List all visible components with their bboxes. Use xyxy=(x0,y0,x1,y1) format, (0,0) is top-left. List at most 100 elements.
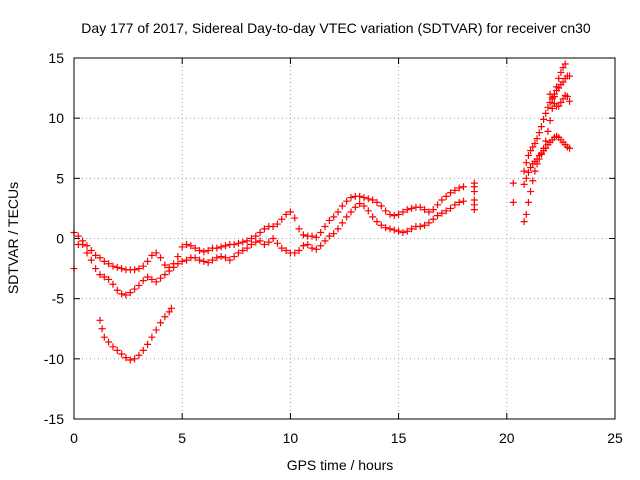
data-point xyxy=(438,209,446,217)
data-point xyxy=(165,308,173,316)
series-lower-arc xyxy=(96,304,175,364)
data-point xyxy=(546,117,554,125)
data-point xyxy=(546,90,554,98)
data-point xyxy=(126,356,134,364)
data-point xyxy=(395,227,403,235)
data-point xyxy=(542,137,550,145)
data-point xyxy=(390,212,398,220)
y-tick-label: 10 xyxy=(48,110,64,126)
data-point xyxy=(399,208,407,216)
data-point xyxy=(221,254,229,262)
data-point xyxy=(347,208,355,216)
data-point xyxy=(557,99,565,107)
data-point xyxy=(308,244,316,252)
data-points xyxy=(70,60,574,364)
data-point xyxy=(144,340,152,348)
data-point xyxy=(79,237,87,245)
data-point xyxy=(126,289,134,297)
data-point xyxy=(561,60,569,68)
data-point xyxy=(555,84,563,92)
series-main-trace-upper xyxy=(70,183,468,274)
data-point xyxy=(360,202,368,210)
data-point xyxy=(135,281,143,289)
series-late-trace-c xyxy=(520,132,574,188)
data-point xyxy=(563,93,571,101)
data-point xyxy=(470,188,478,196)
data-point xyxy=(247,235,255,242)
x-axis-title: GPS time / hours xyxy=(287,457,394,473)
data-point xyxy=(470,206,478,214)
data-point xyxy=(148,275,156,283)
data-point xyxy=(555,102,563,110)
data-point xyxy=(247,241,255,249)
data-point xyxy=(403,227,411,235)
data-point xyxy=(531,167,539,175)
data-point xyxy=(425,219,433,227)
data-point xyxy=(548,95,556,103)
data-point xyxy=(334,225,342,233)
data-point xyxy=(96,316,104,324)
data-point xyxy=(566,144,574,152)
data-point xyxy=(131,266,139,274)
data-point xyxy=(451,201,459,209)
data-point xyxy=(191,244,199,252)
data-point xyxy=(148,333,156,341)
data-point xyxy=(252,232,260,240)
data-point xyxy=(135,351,143,359)
data-point xyxy=(334,208,342,216)
data-point xyxy=(109,343,117,351)
data-point xyxy=(527,188,535,196)
data-point xyxy=(321,222,329,230)
data-point xyxy=(338,219,346,227)
data-point xyxy=(217,253,225,261)
data-point xyxy=(118,290,126,298)
data-point xyxy=(527,147,535,155)
data-point xyxy=(416,222,424,230)
data-point xyxy=(196,247,204,255)
data-point xyxy=(161,261,169,269)
data-point xyxy=(566,97,574,105)
data-point xyxy=(148,251,156,259)
data-point xyxy=(200,248,208,256)
data-point xyxy=(256,228,264,236)
data-point xyxy=(386,210,394,218)
data-point xyxy=(161,271,169,279)
data-point xyxy=(221,242,229,250)
data-point xyxy=(83,242,91,250)
data-point xyxy=(282,247,290,255)
data-point xyxy=(100,333,108,341)
data-point xyxy=(395,210,403,218)
data-point xyxy=(566,72,574,80)
data-point xyxy=(524,168,532,176)
data-point xyxy=(509,179,517,187)
data-point xyxy=(442,207,450,215)
data-point xyxy=(373,198,381,206)
data-point xyxy=(291,214,299,222)
data-point xyxy=(535,129,543,137)
data-point xyxy=(399,228,407,236)
data-point xyxy=(178,257,186,265)
data-point xyxy=(122,291,130,299)
data-point xyxy=(403,206,411,214)
series-late-trace-d xyxy=(546,90,574,110)
data-point xyxy=(208,256,216,264)
data-point xyxy=(105,338,113,346)
data-point xyxy=(416,203,424,211)
data-point xyxy=(522,174,530,182)
data-point xyxy=(356,200,364,208)
data-point xyxy=(542,109,550,117)
data-point xyxy=(144,273,152,281)
data-point xyxy=(542,144,550,152)
data-point xyxy=(100,273,108,281)
data-point xyxy=(239,247,247,255)
data-point xyxy=(434,201,442,209)
y-tick-label: -15 xyxy=(44,411,64,427)
data-point xyxy=(260,241,268,249)
data-point xyxy=(299,242,307,250)
data-point xyxy=(520,180,528,188)
data-point xyxy=(239,238,247,246)
data-point xyxy=(105,275,113,283)
data-point xyxy=(533,135,541,143)
data-point xyxy=(187,242,195,250)
